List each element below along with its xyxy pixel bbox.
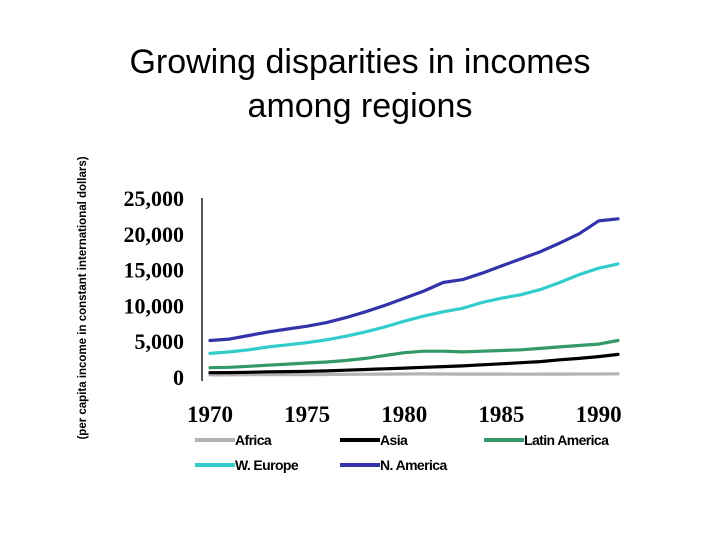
- series-lines: [208, 217, 620, 377]
- y-tick-label: 5,000: [135, 329, 185, 354]
- x-tick-label: 1980: [381, 402, 427, 427]
- legend: Africa Asia Latin America W. Europe N. Ameri…: [195, 432, 610, 473]
- legend-label: N. America: [380, 457, 447, 473]
- x-tick-label: 1975: [284, 402, 330, 427]
- x-tick-label: 1985: [478, 402, 524, 427]
- x-tick-label: 1990: [576, 402, 622, 427]
- y-tick-label: 25,000: [124, 186, 185, 211]
- x-ticks: 1970 1975 1980 1985 1990: [187, 402, 622, 427]
- y-tick-label: 10,000: [124, 293, 185, 318]
- series-line-n-america: [208, 217, 620, 343]
- x-tick-label: 1970: [187, 402, 233, 427]
- series-line-asia: [208, 352, 620, 375]
- slide-title-line2: among regions: [247, 87, 473, 125]
- slide-title-line1: Growing disparities in incomes: [129, 43, 591, 81]
- legend-label: W. Europe: [235, 457, 299, 473]
- legend-label: Africa: [235, 432, 272, 448]
- series-line-latin-america: [208, 338, 620, 370]
- series-line-w-europe: [208, 262, 620, 355]
- y-tick-label: 0: [173, 365, 184, 390]
- series-line-africa: [208, 372, 620, 377]
- slide-title: Growing disparities in incomes among reg…: [60, 40, 660, 128]
- y-axis-label: (per capita income in constant internati…: [77, 156, 89, 439]
- y-ticks: 25,000 20,000 15,000 10,000 5,000 0: [124, 186, 185, 390]
- legend-label: Asia: [380, 432, 408, 448]
- legend-label: Latin America: [524, 432, 609, 448]
- y-tick-label: 15,000: [124, 258, 185, 283]
- y-tick-label: 20,000: [124, 222, 185, 247]
